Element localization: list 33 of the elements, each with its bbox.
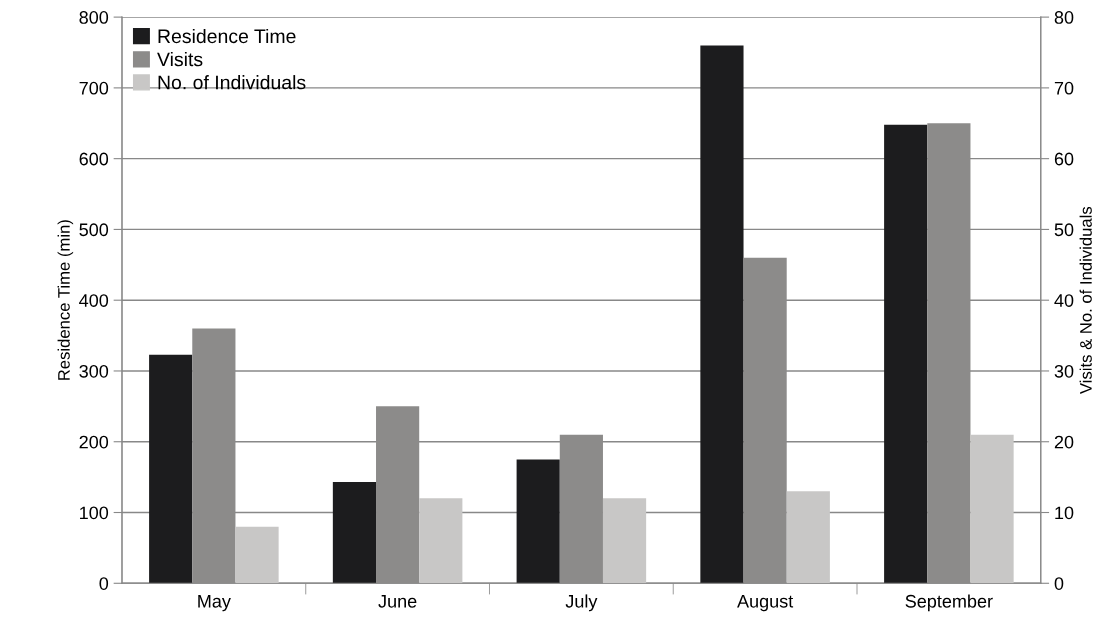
x-tick-label: July [565,594,598,612]
y-tick-label: 600 [79,152,109,166]
bar [235,526,279,584]
y2-tick-label: 80 [1054,11,1074,24]
y-tick-label: 700 [79,81,109,95]
bar [786,491,830,584]
y2-tick-label: 0 [1054,577,1064,590]
y-tick-label: 100 [80,506,109,520]
x-tick-label: May [198,595,231,612]
y-tick-label: 400 [79,294,109,307]
bar [419,498,463,584]
x-tick-label: September [905,594,993,612]
y2-axis-title: Visits & No. of Individuals [1079,206,1092,394]
y2-tick-label: 60 [1054,152,1074,166]
y2-tick-label: 40 [1054,294,1074,307]
legend-label: Visits [157,51,203,67]
y-tick-label: 0 [99,577,109,590]
y-axis-title: Residence Time (min) [57,220,74,380]
y2-tick-label: 50 [1054,223,1074,237]
legend-label: Residence Time [158,28,296,44]
bar [970,434,1014,584]
y2-tick-label: 10 [1055,506,1074,520]
x-tick-label: June [378,595,417,608]
y2-tick-label: 70 [1054,81,1074,95]
y2-tick-label: 20 [1054,435,1074,449]
y-tick-label: 500 [79,223,109,237]
y-tick-label: 800 [79,11,109,24]
x-tick-label: August [737,595,794,612]
y2-tick-label: 30 [1054,364,1074,378]
legend-label: No. of Individuals [158,75,306,90]
y-tick-label: 300 [79,364,109,378]
bar [602,498,647,584]
y-tick-label: 200 [79,435,109,449]
